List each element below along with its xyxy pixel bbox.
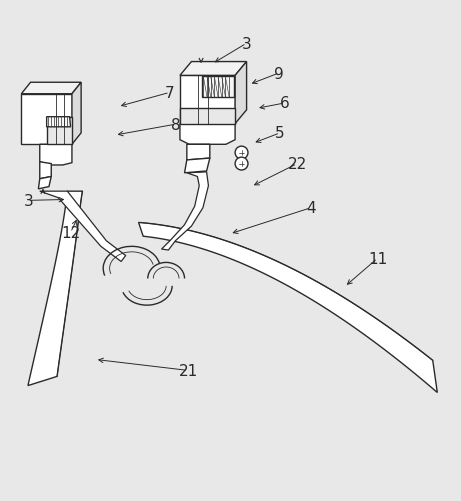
Polygon shape <box>38 177 51 189</box>
Circle shape <box>235 147 248 160</box>
Polygon shape <box>72 83 81 145</box>
Polygon shape <box>21 83 81 95</box>
Text: 4: 4 <box>306 201 316 216</box>
Polygon shape <box>184 159 210 173</box>
Polygon shape <box>139 223 437 393</box>
Polygon shape <box>202 77 234 98</box>
Text: 22: 22 <box>288 157 307 172</box>
Polygon shape <box>40 192 126 262</box>
Polygon shape <box>40 145 72 166</box>
Polygon shape <box>161 172 208 250</box>
Text: 3: 3 <box>24 193 33 208</box>
Text: 8: 8 <box>171 117 181 132</box>
Polygon shape <box>40 162 51 179</box>
Polygon shape <box>28 192 83 386</box>
Polygon shape <box>180 108 235 124</box>
Text: 6: 6 <box>280 96 290 111</box>
Polygon shape <box>180 63 247 76</box>
Text: 9: 9 <box>274 67 284 81</box>
Polygon shape <box>47 117 72 145</box>
Text: 21: 21 <box>178 363 198 378</box>
Polygon shape <box>47 117 71 128</box>
Polygon shape <box>180 76 235 124</box>
Polygon shape <box>235 63 247 124</box>
Polygon shape <box>180 124 235 145</box>
Text: 7: 7 <box>165 86 175 101</box>
Text: 3: 3 <box>242 37 251 52</box>
Polygon shape <box>21 95 72 145</box>
Polygon shape <box>187 145 210 161</box>
Text: 12: 12 <box>61 225 80 240</box>
Text: 5: 5 <box>275 126 285 141</box>
Circle shape <box>235 158 248 171</box>
Text: 11: 11 <box>368 252 387 266</box>
